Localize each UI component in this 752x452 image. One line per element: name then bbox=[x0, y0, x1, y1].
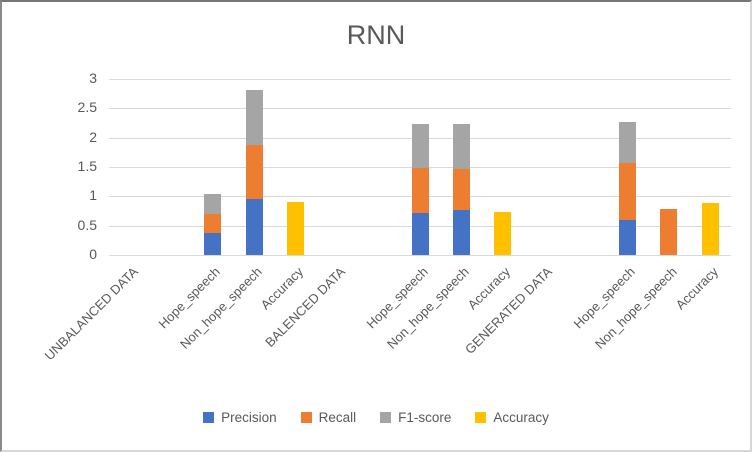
legend-swatch-icon bbox=[475, 412, 487, 423]
y-axis-tick-label: 2.5 bbox=[77, 99, 97, 115]
legend-label: Recall bbox=[318, 410, 357, 425]
legend-label: F1-score bbox=[398, 410, 452, 425]
gridline bbox=[109, 79, 731, 80]
x-axis-category-label: Accuracy bbox=[672, 264, 721, 313]
bar-segment-f1-score bbox=[453, 124, 470, 169]
bar-segment-f1-score bbox=[619, 121, 636, 164]
bar-segment-f1-score bbox=[412, 123, 429, 169]
legend-label: Accuracy bbox=[493, 410, 549, 425]
legend-item-f1-score: F1-score bbox=[380, 410, 451, 425]
bar-segment-f1-score bbox=[204, 193, 221, 214]
legend-swatch-icon bbox=[380, 412, 392, 423]
bar-segment-recall bbox=[246, 144, 263, 200]
legend-item-accuracy: Accuracy bbox=[475, 410, 549, 425]
bar-segment-recall bbox=[453, 168, 470, 211]
y-axis-tick-label: 1 bbox=[89, 187, 97, 203]
x-axis-category-label: Non_hope_speech bbox=[176, 264, 265, 352]
bar-segment-recall bbox=[660, 209, 677, 255]
bar-segment-accuracy bbox=[287, 202, 304, 255]
y-axis-tick-label: 0.5 bbox=[77, 217, 97, 233]
legend-swatch-icon bbox=[203, 412, 215, 423]
y-axis-tick-label: 1.5 bbox=[77, 158, 97, 174]
legend-label: Precision bbox=[221, 410, 277, 425]
x-axis-category-label: UNBALANCED DATA bbox=[41, 264, 141, 364]
legend-item-precision: Precision bbox=[203, 410, 277, 425]
gridline bbox=[109, 108, 731, 109]
bar-segment-precision bbox=[412, 213, 429, 255]
legend: Precision Recall F1-score Accuracy bbox=[2, 410, 750, 425]
bar-segment-precision bbox=[246, 199, 263, 255]
bar-segment-accuracy bbox=[702, 202, 719, 255]
x-axis-line bbox=[109, 255, 731, 256]
x-axis-category-label: Non_hope_speech bbox=[591, 264, 680, 352]
bar-segment-precision bbox=[204, 233, 221, 255]
y-axis-tick-label: 2 bbox=[89, 129, 97, 145]
bar-segment-recall bbox=[412, 168, 429, 214]
bar-segment-f1-score bbox=[246, 89, 263, 145]
bar-segment-recall bbox=[619, 163, 636, 221]
bar-segment-precision bbox=[453, 210, 470, 255]
x-axis-category-label: BALENCED DATA bbox=[261, 264, 348, 350]
legend-item-recall: Recall bbox=[300, 410, 357, 425]
bar-segment-recall bbox=[204, 213, 221, 234]
chart-title: RNN bbox=[346, 20, 406, 50]
y-axis-tick-label: 3 bbox=[89, 70, 97, 86]
bar-segment-precision bbox=[619, 220, 636, 255]
legend-swatch-icon bbox=[300, 412, 312, 423]
bar-segment-accuracy bbox=[494, 212, 511, 255]
y-axis-tick-label: 0 bbox=[89, 246, 97, 262]
